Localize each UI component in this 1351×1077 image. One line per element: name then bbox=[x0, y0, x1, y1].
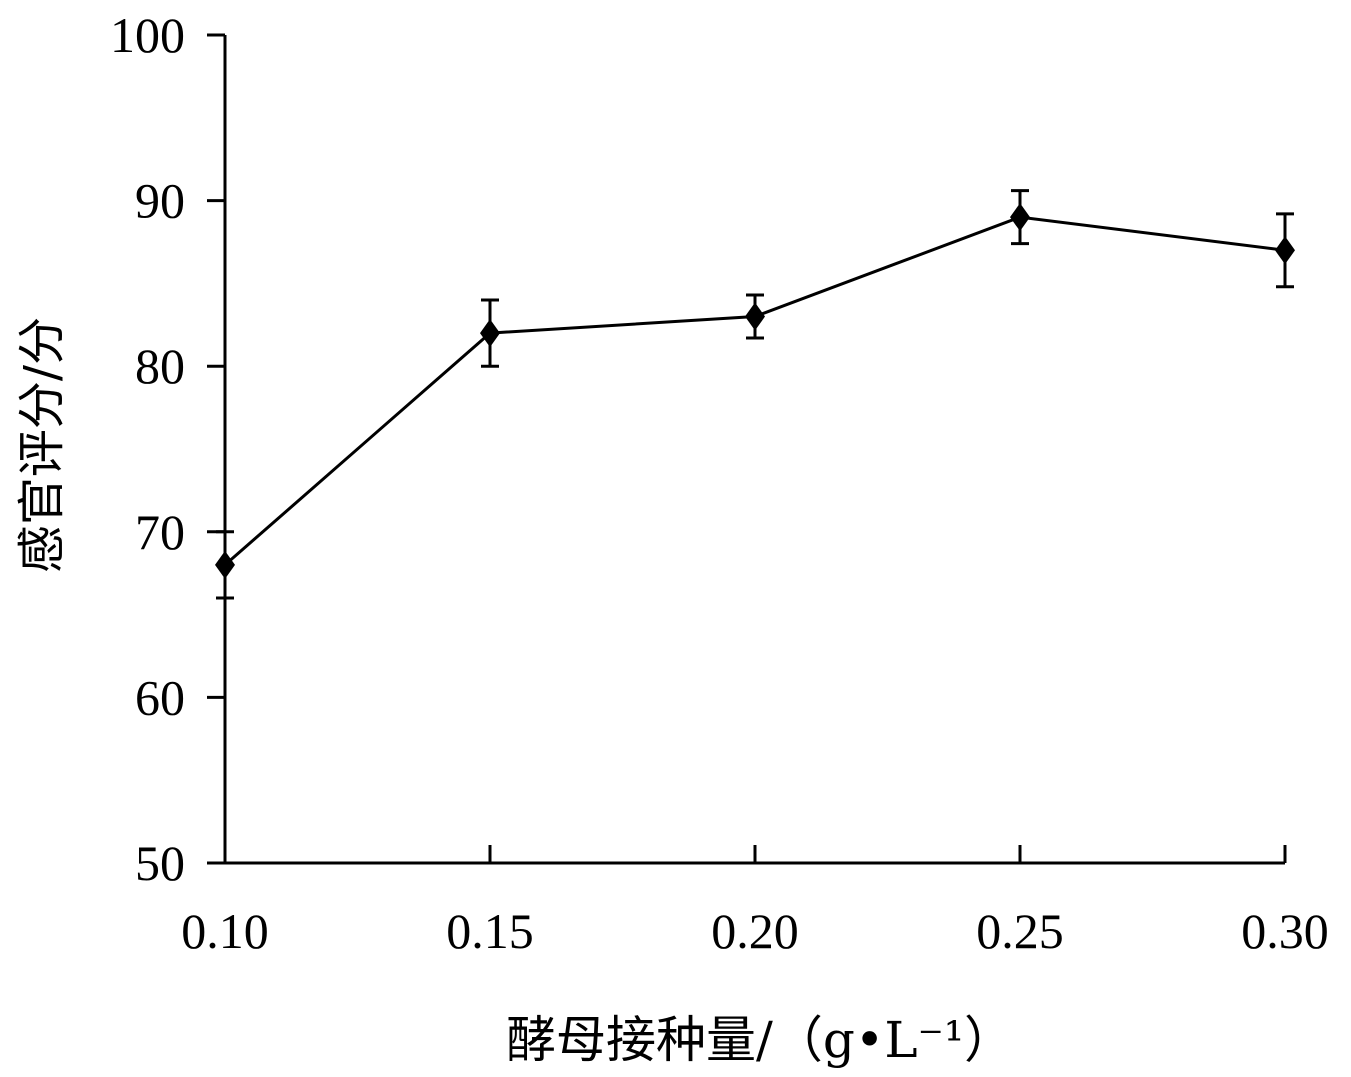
y-tick-label: 70 bbox=[135, 504, 185, 560]
x-tick-label: 0.15 bbox=[446, 903, 534, 959]
y-tick-label: 80 bbox=[135, 338, 185, 394]
y-tick-label: 50 bbox=[135, 835, 185, 891]
x-tick-label: 0.30 bbox=[1241, 903, 1329, 959]
series bbox=[215, 189, 1295, 600]
data-point-marker bbox=[215, 550, 235, 579]
data-point-marker bbox=[480, 319, 500, 348]
series-line bbox=[224, 215, 1286, 567]
data-point-marker bbox=[745, 302, 765, 331]
y-tick-label: 60 bbox=[135, 669, 185, 725]
y-ticks: 50 60 70 80 90 100 bbox=[110, 7, 225, 891]
x-ticks: 0.10 0.15 0.20 0.25 0.30 bbox=[181, 845, 1329, 959]
x-tick-label: 0.20 bbox=[711, 903, 799, 959]
axes bbox=[223, 35, 1285, 865]
y-tick-label: 90 bbox=[135, 173, 185, 229]
data-point-marker bbox=[1275, 236, 1295, 265]
x-tick-label: 0.25 bbox=[976, 903, 1064, 959]
x-tick-label: 0.10 bbox=[181, 903, 269, 959]
y-axis-title: 感官评分/分 bbox=[14, 317, 70, 573]
x-axis-title: 酵母接种量/（g•L⁻¹） bbox=[506, 1011, 1014, 1069]
y-tick-label: 100 bbox=[110, 7, 185, 63]
data-point-marker bbox=[1010, 203, 1030, 232]
